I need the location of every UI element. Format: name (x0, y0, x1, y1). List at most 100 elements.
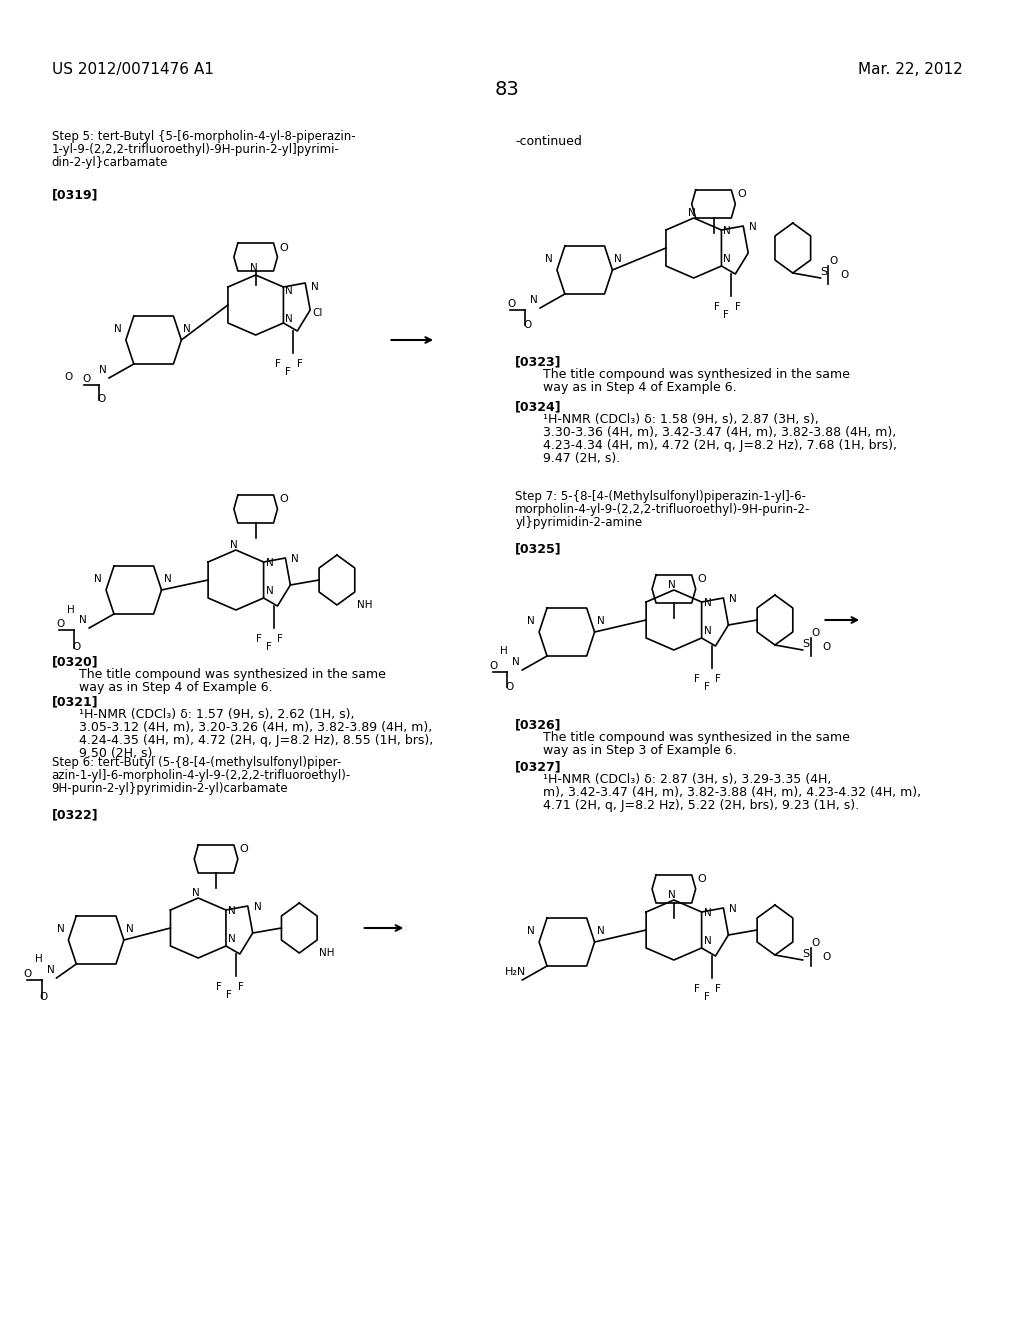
Text: O: O (240, 843, 249, 854)
Text: F: F (226, 990, 231, 1001)
Text: The title compound was synthesized in the same: The title compound was synthesized in th… (543, 731, 850, 744)
Text: The title compound was synthesized in the same: The title compound was synthesized in th… (543, 368, 850, 381)
Text: O: O (56, 619, 65, 630)
Text: F: F (723, 310, 729, 319)
Text: N: N (228, 906, 236, 916)
Text: N: N (254, 902, 261, 912)
Text: N: N (99, 366, 106, 375)
Text: 1-yl-9-(2,2,2-trifluoroethyl)-9H-purin-2-yl]pyrimi-: 1-yl-9-(2,2,2-trifluoroethyl)-9H-purin-2… (51, 143, 339, 156)
Text: N: N (750, 222, 757, 232)
Text: O: O (280, 243, 288, 253)
Text: O: O (697, 874, 707, 884)
Text: O: O (40, 993, 48, 1002)
Text: N: N (723, 226, 731, 236)
Text: 4.24-4.35 (4H, m), 4.72 (2H, q, J=8.2 Hz), 8.55 (1H, brs),: 4.24-4.35 (4H, m), 4.72 (2H, q, J=8.2 Hz… (79, 734, 433, 747)
Text: Step 5: tert-Butyl {5-[6-morpholin-4-yl-8-piperazin-: Step 5: tert-Butyl {5-[6-morpholin-4-yl-… (51, 129, 355, 143)
Text: O: O (822, 952, 830, 962)
Text: N: N (311, 282, 318, 292)
Text: N: N (114, 323, 122, 334)
Text: F: F (693, 983, 699, 994)
Text: O: O (507, 300, 516, 309)
Text: N: N (703, 936, 712, 946)
Text: -continued: -continued (515, 135, 583, 148)
Text: S: S (803, 639, 810, 649)
Text: F: F (703, 682, 710, 692)
Text: US 2012/0071476 A1: US 2012/0071476 A1 (51, 62, 213, 77)
Text: O: O (812, 939, 820, 948)
Text: N: N (56, 924, 65, 935)
Text: F: F (238, 982, 244, 993)
Text: O: O (822, 642, 830, 652)
Text: N: N (512, 657, 520, 667)
Text: N: N (527, 927, 536, 936)
Text: [0324]: [0324] (515, 400, 562, 413)
Text: NH: NH (356, 601, 373, 610)
Text: Step 6: tert-Butyl (5-{8-[4-(methylsulfonyl)piper-: Step 6: tert-Butyl (5-{8-[4-(methylsulfo… (51, 756, 341, 770)
Text: O: O (489, 661, 498, 671)
Text: Mar. 22, 2012: Mar. 22, 2012 (858, 62, 964, 77)
Text: O: O (737, 189, 746, 199)
Text: O: O (280, 494, 288, 504)
Text: N: N (46, 965, 54, 975)
Text: [0325]: [0325] (515, 543, 562, 554)
Text: 9H-purin-2-yl}pyrimidin-2-yl)carbamate: 9H-purin-2-yl}pyrimidin-2-yl)carbamate (51, 781, 288, 795)
Text: N: N (545, 253, 553, 264)
Text: m), 3.42-3.47 (4H, m), 3.82-3.88 (4H, m), 4.23-4.32 (4H, m),: m), 3.42-3.47 (4H, m), 3.82-3.88 (4H, m)… (543, 785, 922, 799)
Text: Step 7: 5-{8-[4-(Methylsulfonyl)piperazin-1-yl]-6-: Step 7: 5-{8-[4-(Methylsulfonyl)piperazi… (515, 490, 806, 503)
Text: F: F (716, 983, 721, 994)
Text: O: O (841, 271, 849, 280)
Text: 83: 83 (495, 81, 520, 99)
Text: N: N (597, 616, 604, 626)
Text: O: O (697, 574, 707, 583)
Text: H: H (35, 954, 42, 964)
Text: 9.50 (2H, s).: 9.50 (2H, s). (79, 747, 157, 760)
Text: N: N (614, 253, 623, 264)
Text: N: N (94, 574, 102, 583)
Text: 4.71 (2H, q, J=8.2 Hz), 5.22 (2H, brs), 9.23 (1H, s).: 4.71 (2H, q, J=8.2 Hz), 5.22 (2H, brs), … (543, 799, 859, 812)
Text: 3.30-3.36 (4H, m), 3.42-3.47 (4H, m), 3.82-3.88 (4H, m),: 3.30-3.36 (4H, m), 3.42-3.47 (4H, m), 3.… (543, 426, 896, 440)
Text: F: F (286, 367, 291, 378)
Text: F: F (265, 642, 271, 652)
Text: [0322]: [0322] (51, 808, 98, 821)
Text: F: F (703, 993, 710, 1002)
Text: S: S (803, 949, 810, 960)
Text: [0326]: [0326] (515, 718, 562, 731)
Text: O: O (24, 969, 32, 979)
Text: azin-1-yl]-6-morpholin-4-yl-9-(2,2,2-trifluoroethyl)-: azin-1-yl]-6-morpholin-4-yl-9-(2,2,2-tri… (51, 770, 351, 781)
Text: F: F (275, 359, 282, 370)
Text: ¹H-NMR (CDCl₃) δ: 1.58 (9H, s), 2.87 (3H, s),: ¹H-NMR (CDCl₃) δ: 1.58 (9H, s), 2.87 (3H… (543, 413, 819, 426)
Text: 3.05-3.12 (4H, m), 3.20-3.26 (4H, m), 3.82-3.89 (4H, m),: 3.05-3.12 (4H, m), 3.20-3.26 (4H, m), 3.… (79, 721, 432, 734)
Text: N: N (126, 924, 133, 935)
Text: N: N (230, 540, 238, 550)
Text: way as in Step 4 of Example 6.: way as in Step 4 of Example 6. (543, 381, 736, 393)
Text: O: O (829, 256, 838, 267)
Text: F: F (716, 675, 721, 684)
Text: way as in Step 4 of Example 6.: way as in Step 4 of Example 6. (79, 681, 273, 694)
Text: O: O (506, 682, 514, 692)
Text: way as in Step 3 of Example 6.: way as in Step 3 of Example 6. (543, 744, 736, 756)
Text: N: N (265, 558, 273, 568)
Text: N: N (703, 598, 712, 609)
Text: morpholin-4-yl-9-(2,2,2-trifluoroethyl)-9H-purin-2-: morpholin-4-yl-9-(2,2,2-trifluoroethyl)-… (515, 503, 811, 516)
Text: din-2-yl}carbamate: din-2-yl}carbamate (51, 156, 168, 169)
Text: F: F (278, 634, 284, 644)
Text: [0320]: [0320] (51, 655, 98, 668)
Text: N: N (183, 323, 191, 334)
Text: F: F (693, 675, 699, 684)
Text: yl}pyrimidin-2-amine: yl}pyrimidin-2-amine (515, 516, 642, 529)
Text: [0319]: [0319] (51, 187, 98, 201)
Text: N: N (668, 890, 676, 900)
Text: O: O (97, 393, 105, 404)
Text: F: F (216, 982, 222, 993)
Text: N: N (530, 294, 538, 305)
Text: [0321]: [0321] (51, 696, 98, 708)
Text: N: N (228, 935, 236, 944)
Text: O: O (82, 374, 90, 384)
Text: [0327]: [0327] (515, 760, 562, 774)
Text: H₂N: H₂N (505, 968, 525, 977)
Text: N: N (286, 286, 293, 296)
Text: F: F (714, 302, 720, 312)
Text: N: N (527, 616, 536, 626)
Text: N: N (729, 594, 737, 605)
Text: O: O (812, 628, 820, 638)
